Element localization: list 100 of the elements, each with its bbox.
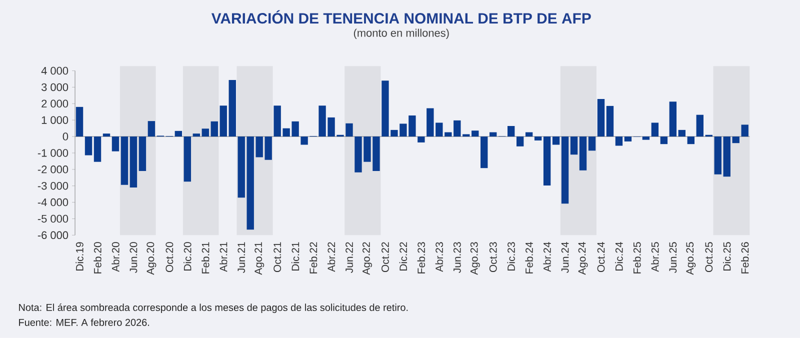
bar (112, 136, 120, 152)
x-tick-label: Feb.21 (202, 242, 210, 274)
bar (570, 136, 578, 155)
bar (723, 136, 730, 177)
bar (678, 130, 686, 137)
x-tick-label: Jun.21 (238, 242, 246, 274)
bar (202, 128, 209, 137)
x-tick-label: Jun.20 (130, 242, 138, 274)
bar (120, 136, 128, 185)
bar (76, 107, 84, 137)
y-tick-label: -4 000 (38, 198, 68, 206)
bar (507, 126, 515, 137)
y-tick-label: -5 000 (38, 214, 68, 223)
x-tick-label: Feb.22 (309, 242, 318, 274)
x-tick-label: Oct.20 (166, 242, 174, 272)
bar (138, 136, 146, 172)
bar (454, 120, 461, 137)
bar (687, 136, 695, 144)
bar (174, 131, 182, 137)
bar (579, 136, 587, 170)
bar (480, 136, 488, 168)
x-tick-label: Abr.24 (543, 242, 551, 272)
x-tick-label: Ago.22 (362, 242, 372, 275)
x-tick-label: Jun.22 (346, 242, 353, 274)
bar (534, 136, 542, 141)
bar (606, 106, 614, 137)
bar (462, 134, 470, 137)
x-tick-label: Feb.25 (633, 242, 641, 274)
x-tick-label: Abr.22 (327, 242, 336, 272)
bar (300, 136, 308, 145)
x-tick-label: Ago.23 (470, 242, 480, 275)
bar (220, 106, 227, 137)
bar (490, 132, 497, 137)
source-note: Fuente: MEF. A febrero 2026. (19, 318, 149, 326)
x-tick-label: Feb.20 (94, 242, 102, 274)
bar (543, 136, 551, 186)
bar (660, 136, 668, 144)
y-tick-label: -2 000 (38, 166, 68, 174)
bar (741, 124, 748, 137)
bar (228, 80, 236, 137)
x-tick-label: Abr.21 (220, 242, 228, 272)
x-tick-label: Dic.21 (291, 242, 300, 271)
x-tick-label: Dic.24 (615, 242, 623, 271)
bar (525, 132, 533, 137)
bar (615, 136, 623, 146)
x-tick-label: Jun.23 (453, 242, 461, 274)
x-tick-label: Feb.24 (525, 242, 533, 274)
bar (130, 136, 138, 188)
y-tick-label: 3 000 (42, 83, 68, 92)
x-tick-label: Ago.21 (254, 242, 264, 275)
y-tick-label: 2 000 (42, 100, 68, 108)
x-tick-label: Oct.22 (382, 242, 389, 272)
bar (516, 136, 524, 146)
bar (732, 136, 740, 144)
x-tick-label: Abr.25 (651, 242, 659, 272)
x-tick-label: Jun.25 (669, 242, 677, 274)
bar (552, 136, 560, 145)
x-tick-label: Oct.25 (705, 242, 713, 272)
bar (148, 121, 156, 137)
bar (642, 136, 650, 140)
bar (651, 122, 659, 137)
x-tick-label: Oct.24 (597, 242, 605, 272)
x-tick-label: Abr.23 (435, 242, 444, 272)
bar (102, 134, 110, 137)
y-tick-label: 4 000 (41, 66, 68, 75)
bar (696, 114, 704, 137)
x-tick-label: Feb.26 (741, 242, 749, 274)
bar (472, 130, 479, 137)
x-tick-label: Dic.19 (76, 242, 84, 271)
y-tick-label: 1 000 (42, 116, 68, 124)
x-tick-label: Ago.20 (146, 242, 156, 275)
x-tick-label: Abr.20 (112, 242, 120, 272)
x-tick-label: Ago.24 (578, 242, 588, 275)
x-tick-label: Dic.22 (399, 242, 408, 271)
bar (184, 136, 192, 182)
bar (624, 136, 632, 142)
bar (210, 121, 218, 137)
bar (94, 136, 102, 162)
x-tick-label: Dic.25 (723, 242, 731, 271)
bar (418, 136, 425, 143)
x-tick-label: Feb.23 (417, 242, 426, 274)
y-tick-label: 0 (62, 132, 68, 140)
chart-subtitle: (monto en millones) (354, 28, 449, 40)
bar (597, 99, 605, 137)
chart-title: VARIACIÓN DE TENENCIA NOMINAL DE BTP DE AFP (211, 10, 591, 24)
x-tick-label: Dic.20 (184, 242, 192, 271)
bar (561, 136, 569, 204)
bar (84, 136, 92, 156)
x-tick-label: Oct.21 (274, 242, 282, 272)
text: Nota: El área sombreada corresponde a los meses de pagos de las solicitudes de retiro. (19, 304, 408, 314)
y-tick-label: -1 000 (38, 149, 68, 157)
x-tick-label: Oct.23 (489, 242, 497, 272)
x-tick-label: Jun.24 (561, 242, 569, 274)
x-tick-label: Ago.25 (686, 242, 696, 275)
y-tick-label: -6 000 (38, 231, 68, 240)
bar (238, 136, 245, 198)
bar (192, 134, 200, 137)
bar (714, 136, 722, 174)
bar (588, 136, 596, 151)
x-tick-label: Dic.23 (507, 242, 515, 271)
